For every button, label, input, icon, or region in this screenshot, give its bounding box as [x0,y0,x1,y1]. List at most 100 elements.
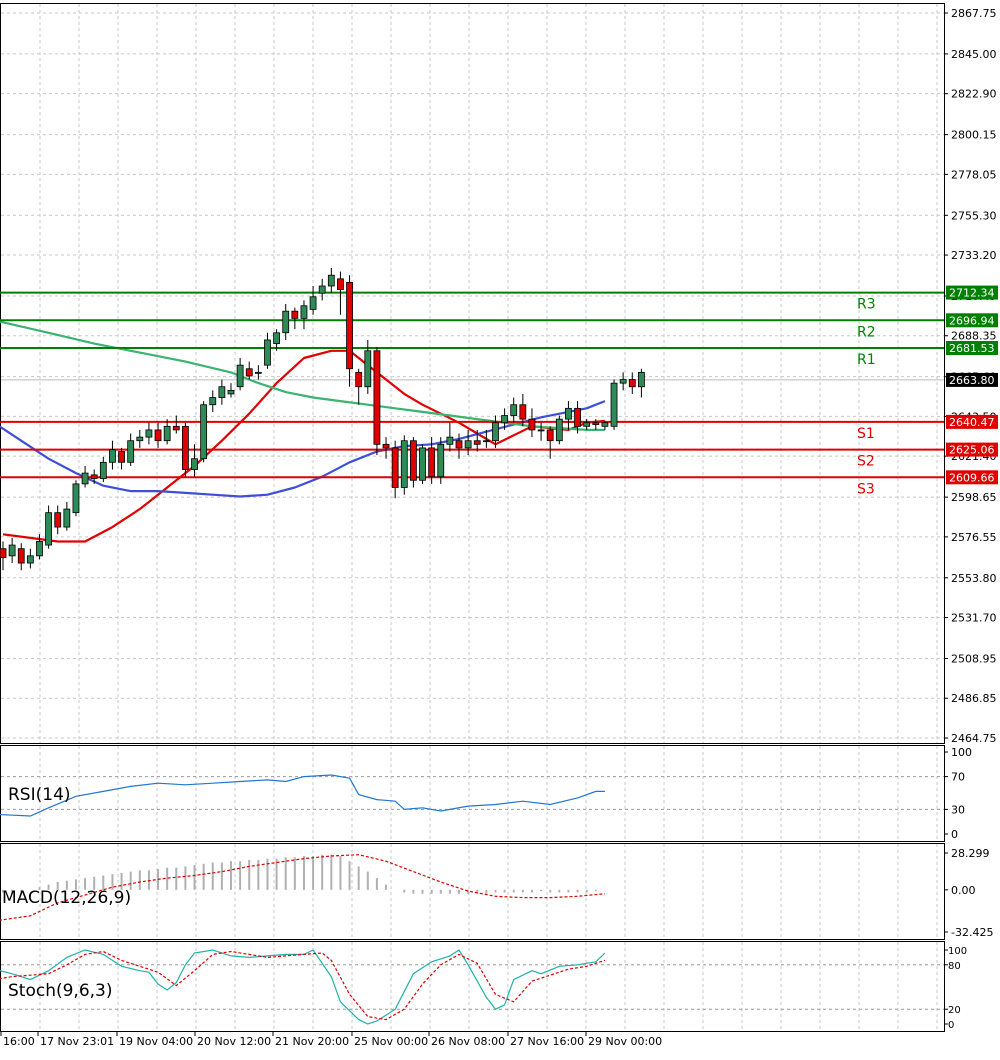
candle-bull [200,404,208,460]
level-value-label: 2712.34 [949,287,995,300]
candle-bull [400,440,408,488]
candle-bull [36,541,43,557]
candle-bull [273,332,281,344]
price-axis-tick-label: 2845.00 [951,48,997,61]
time-axis-tick-label: 29 Nov 00:00 [588,1035,662,1048]
candle-bull [583,422,591,427]
candle-bear [428,447,436,478]
price-axis-tick-label: 2553.80 [951,572,997,585]
level-value-tag [946,470,998,485]
candle-bull [300,305,308,319]
moving-average-line [2,349,606,543]
time-axis-tick-label: 26 Nov 08:00 [431,1035,505,1048]
candle-bear [172,425,180,431]
time-axis-tick-label: 21 Nov 20:00 [275,1035,349,1048]
candle-bull [63,508,71,528]
candle-bear [473,440,481,445]
candle-bull [446,436,454,445]
candle-bear [54,512,62,528]
price-axis-tick-label: 2508.95 [951,652,997,665]
rsi-axis-tick-label: 30 [951,803,965,816]
macd-axis-tick-label: 28.299 [951,847,990,860]
candle-bear [373,350,381,445]
candle-bear [391,447,399,488]
candle-bull [501,415,509,424]
candle-bear [519,404,527,420]
price-axis-tick-label: 2755.30 [951,209,997,222]
level-label-r3: R3 [857,297,876,313]
candle-bear [154,429,162,442]
level-value-tag [946,442,998,457]
price-axis-tick-label: 2822.90 [951,88,997,101]
level-value-label: 2696.94 [949,314,995,327]
time-axis-tick-label: 16:00 [3,1035,35,1048]
candle-bull [555,418,563,442]
level-value-label: 2681.53 [949,342,995,355]
candle-bull [482,440,490,443]
candle-bear [346,282,353,370]
level-value-label: 2609.66 [949,471,995,484]
level-label-r1: R1 [857,352,876,368]
level-value-tag [946,313,998,328]
stoch-panel [0,941,945,1032]
price-axis-tick-label: 2733.20 [951,249,997,262]
candle-bull [264,339,271,366]
candle-bull [99,461,107,479]
candle-bull [81,472,89,485]
level-value-label: 2625.06 [949,444,995,457]
candle-bear [90,474,98,479]
price-axis-tick-label: 2778.05 [951,168,997,181]
candle-bull [236,364,244,388]
rsi-axis-tick-label: 70 [951,771,965,784]
candle-bull [537,429,545,432]
price-axis-tick-label: 2464.75 [951,732,997,745]
macd-title: MACD(12,26,9) [2,888,131,908]
candle-bull [464,440,472,449]
candle-bull [492,422,499,442]
candle-bear [181,425,189,470]
candle-bull [437,443,445,478]
price-axis-tick-label: 2576.55 [951,531,997,544]
rsi-panel [0,745,945,842]
price-axis-tick-label: 2867.75 [951,7,997,20]
candle-bull [419,447,426,481]
grid-lines [1,4,944,1031]
stoch-signal-line [0,950,606,1021]
candle-bear [455,440,463,449]
candle-bear [592,422,600,425]
time-axis-tick-label: 27 Nov 16:00 [510,1035,584,1048]
macd-axis-tick-label: 0.00 [951,884,976,897]
price-axis-tick-label: 2486.85 [951,692,997,705]
candle-bear [409,440,417,481]
price-axis-tick-label: 2531.70 [951,612,997,625]
candle-bear [118,451,125,463]
candle-bull [610,382,618,427]
candle-bull [109,449,116,463]
candle-bull [619,379,627,384]
candle-bull [282,310,290,334]
price-panel [0,3,945,744]
candle-bear [0,548,7,559]
candle-bull [218,386,226,398]
candle-bull [601,422,609,427]
candle-bull [26,555,34,564]
stoch-title: Stoch(9,6,3) [8,981,113,1001]
candle-bear [382,443,390,449]
price-axis-tick-label: 2688.35 [951,330,997,343]
price-axis-tick-label: 2800.15 [951,129,997,142]
candle-bull [8,544,16,557]
candle-bull [254,371,262,374]
time-axis-tick-label: 25 Nov 00:00 [354,1035,428,1048]
rsi-line [0,774,605,817]
rsi-axis-tick-label: 100 [951,746,972,759]
time-axis-tick-label: 19 Nov 04:00 [119,1035,193,1048]
candle-bear [528,418,536,431]
candle-bull [565,407,572,420]
moving-average-line [0,400,606,498]
level-value-tag [946,414,998,429]
current-price-tag [946,372,998,387]
macd-signal-line [0,854,605,921]
stoch-axis-tick-label: 20 [948,1005,961,1016]
level-value-label: 2640.47 [949,416,995,429]
